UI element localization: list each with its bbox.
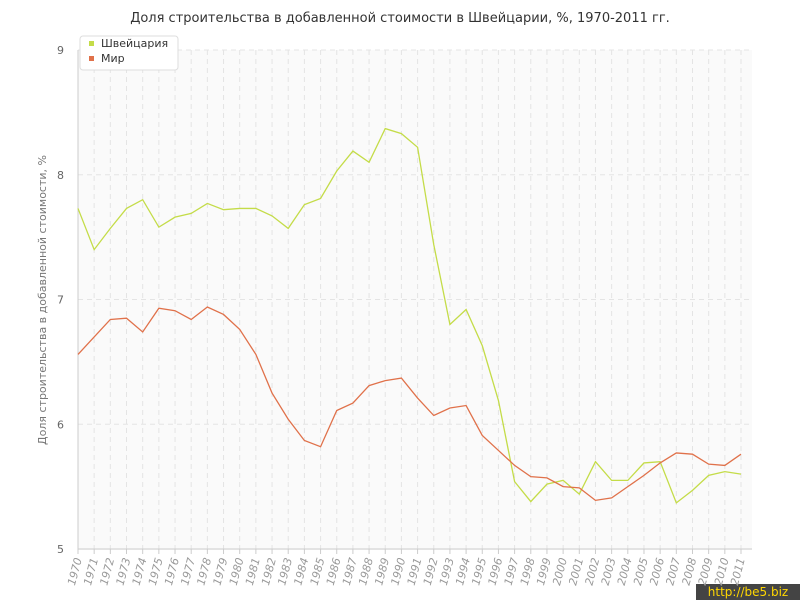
y-axis-label: Доля строительства в добавленной стоимос… (36, 155, 49, 445)
watermark: http://be5.biz (708, 585, 788, 599)
legend-box (79, 35, 179, 71)
y-tick-label: 5 (57, 543, 64, 556)
legend-label: Швейцария (101, 37, 168, 50)
watermark-bg (696, 584, 800, 600)
y-tick-label: 7 (57, 294, 64, 307)
legend-swatch (89, 56, 94, 61)
y-tick-label: 6 (57, 418, 64, 431)
series-line (77, 306, 742, 502)
series-line (77, 127, 742, 504)
legend: Швейцария Мир (79, 35, 179, 71)
legend-label: Мир (101, 52, 125, 65)
y-tick-label: 8 (57, 169, 64, 182)
chart-title: Доля строительства в добавленной стоимос… (130, 11, 670, 26)
legend-swatch (89, 41, 94, 46)
y-tick-label: 9 (57, 44, 64, 57)
